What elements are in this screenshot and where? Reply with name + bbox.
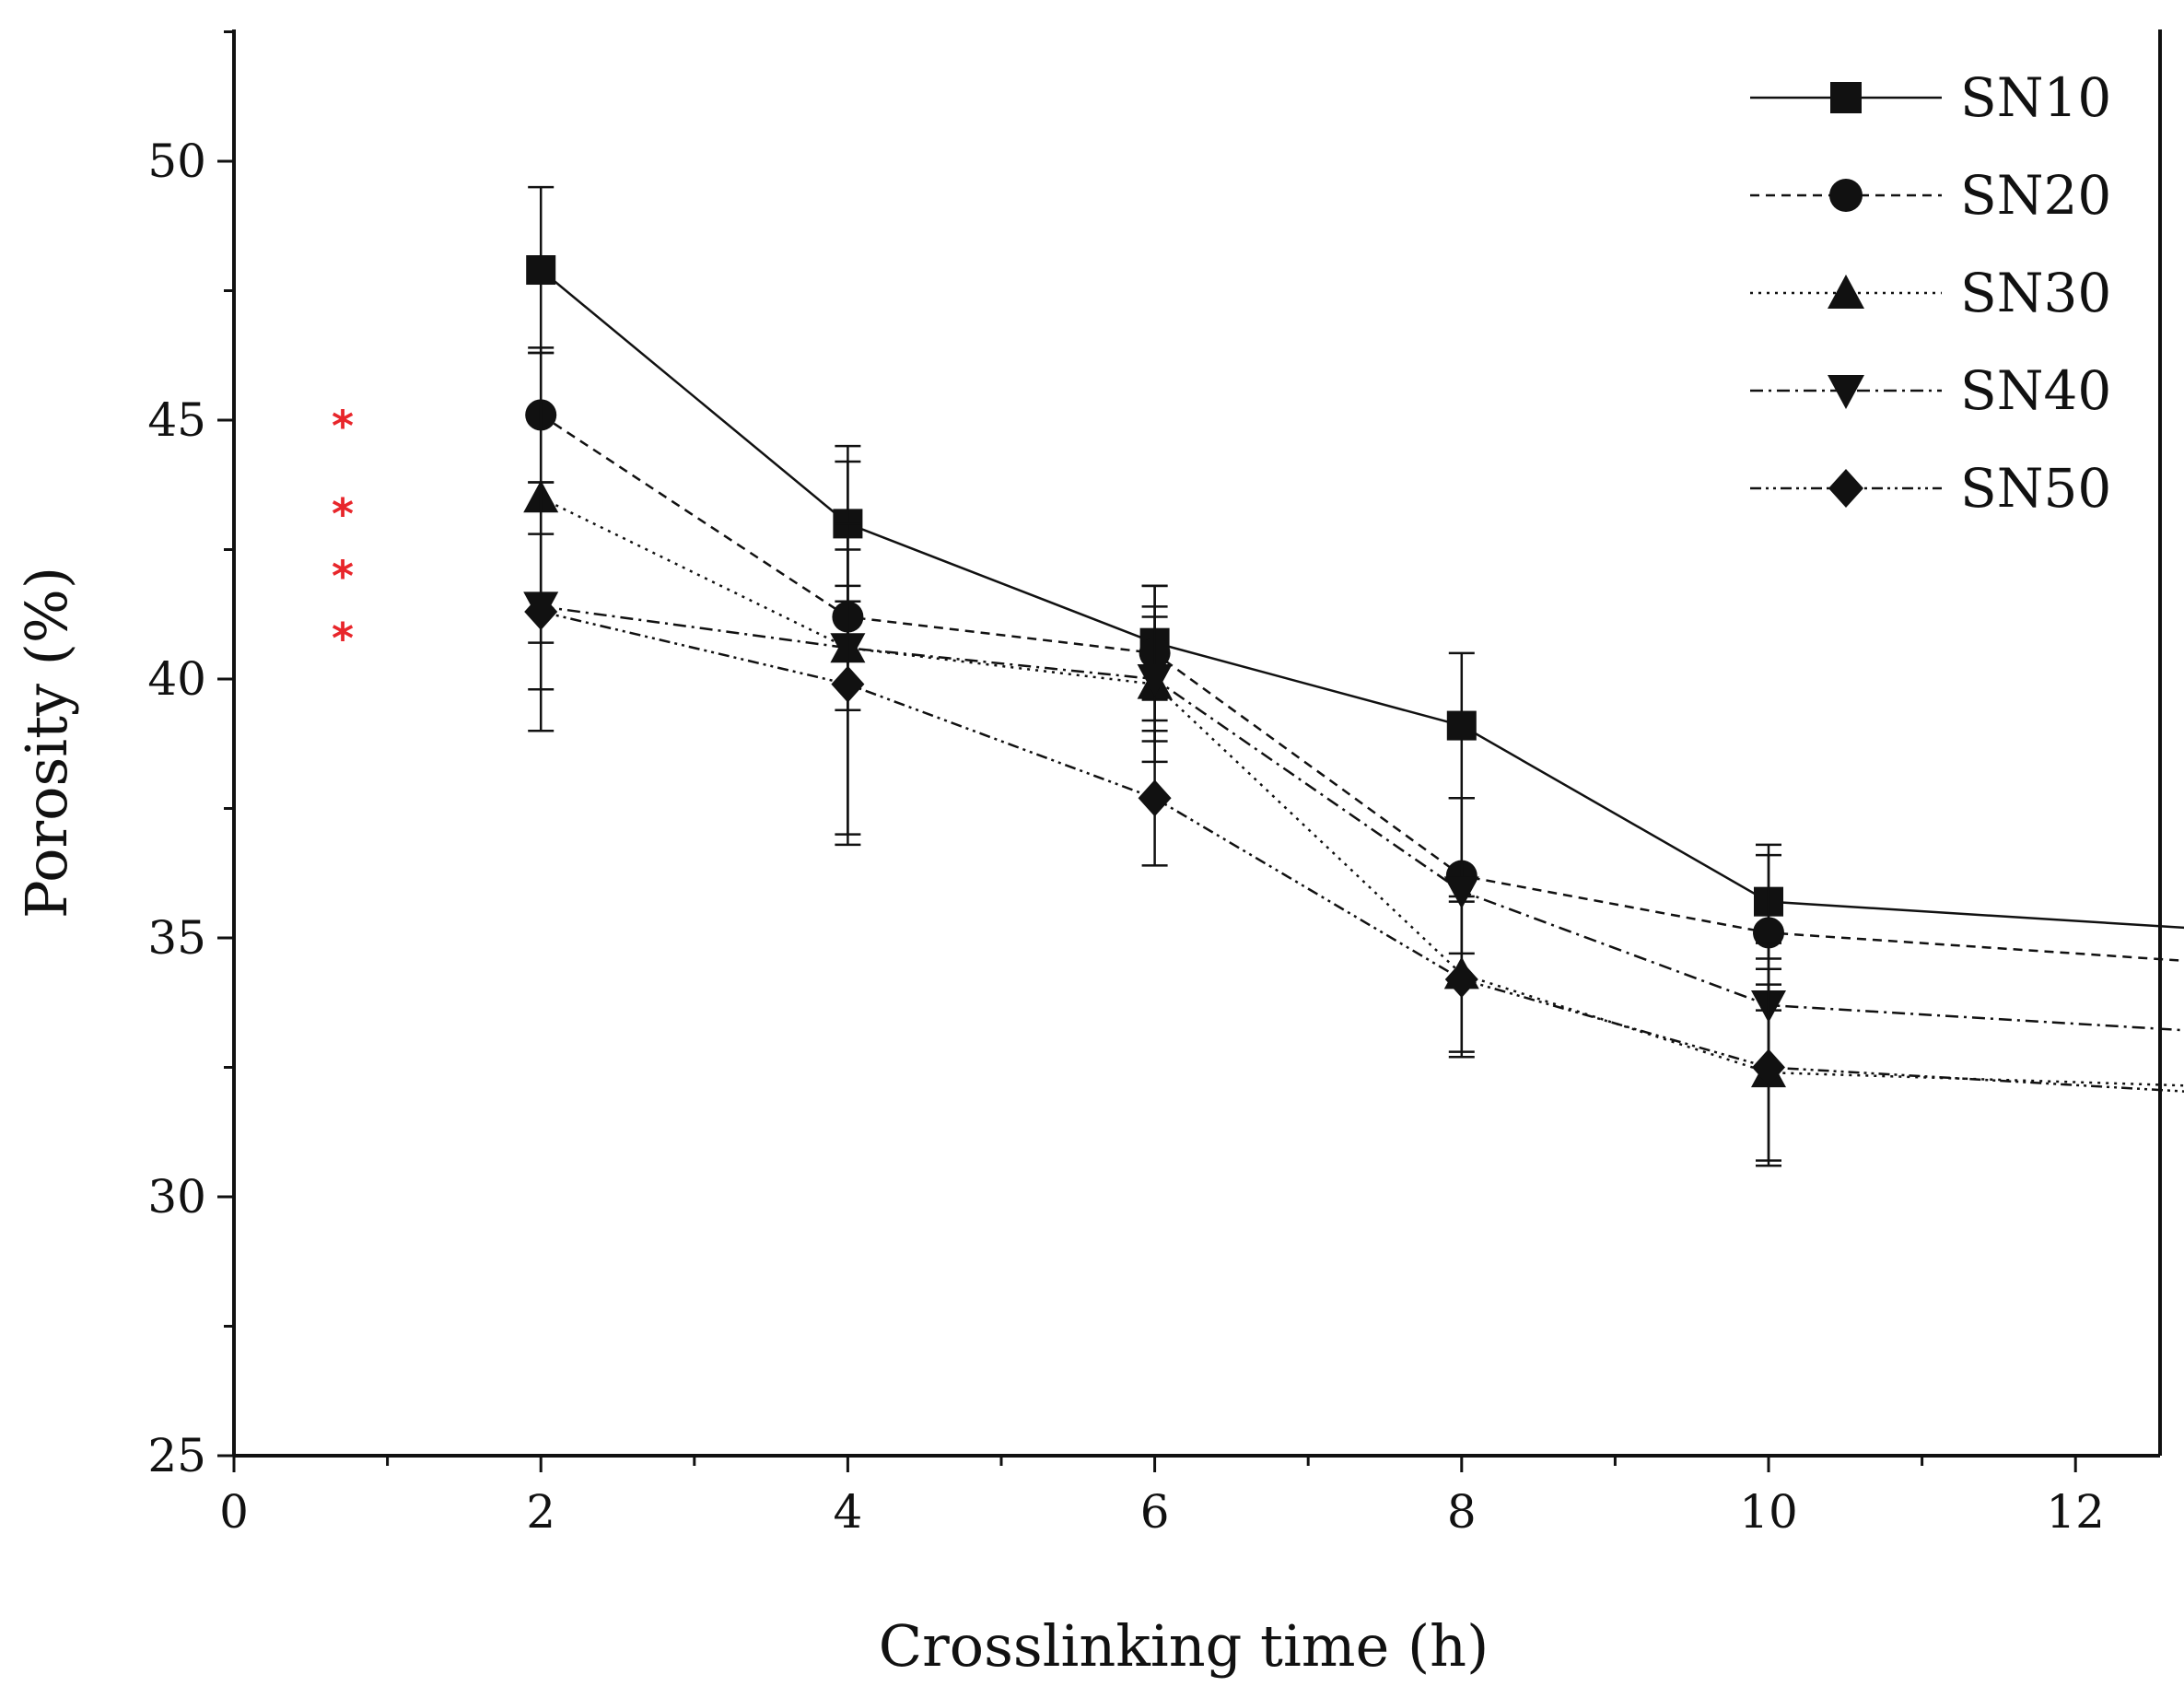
data-point (1753, 917, 1784, 949)
legend-marker (1830, 82, 1862, 113)
data-point (1137, 664, 1173, 697)
y-tick-label: 40 (147, 652, 206, 706)
x-tick-label: 2 (526, 1485, 555, 1539)
legend-label: SN10 (1960, 66, 2111, 129)
legend-marker (1828, 375, 1864, 409)
series-sn10 (526, 185, 2184, 960)
legend-marker (1828, 275, 1864, 309)
significance-asterisk: * (332, 489, 354, 539)
legend-item-sn40: SN40 (1750, 359, 2111, 422)
y-ticks-group: 25 30 35 40 45 50 (147, 30, 234, 1482)
legend-marker (1828, 469, 1863, 508)
series-line (540, 610, 2184, 1093)
legend-item-sn20: SN20 (1750, 164, 2111, 227)
legend-label: SN20 (1960, 164, 2111, 227)
y-tick-label: 30 (147, 1170, 206, 1224)
series-line (540, 497, 2184, 1087)
x-tick-label: 6 (1140, 1485, 1170, 1539)
series-layer (523, 185, 2184, 1167)
data-point (526, 255, 556, 286)
legend-item-sn30: SN30 (1750, 262, 2111, 324)
data-point (1446, 710, 1477, 741)
data-point (831, 665, 865, 703)
x-tick-label: 10 (1739, 1485, 1798, 1539)
legend-label: SN30 (1960, 262, 2111, 324)
x-tick-label: 4 (833, 1485, 862, 1539)
significance-asterisk: * (332, 551, 354, 601)
legend-label: SN40 (1960, 359, 2111, 422)
significance-asterisk: * (332, 614, 354, 663)
x-ticks-group: 024681012141618202224 (219, 1456, 2105, 1539)
series-line (540, 414, 2184, 963)
x-axis-title: Crosslinking time (h) (879, 1612, 1489, 1680)
legend-marker (1829, 179, 1863, 212)
data-point (1444, 960, 1478, 998)
data-point (1443, 876, 1479, 909)
x-tick-label: 8 (1447, 1485, 1477, 1539)
series-line (540, 269, 2184, 930)
x-tick-label: 12 (2046, 1485, 2105, 1539)
y-tick-label: 50 (147, 135, 206, 188)
x-tick-label: 0 (219, 1485, 249, 1539)
legend: SN10 SN20 SN30 SN40 SN50 (1750, 66, 2111, 520)
axes-group (232, 29, 2162, 1458)
data-point (1138, 779, 1172, 817)
legend-item-sn10: SN10 (1750, 66, 2111, 129)
y-tick-label: 35 (147, 911, 206, 965)
legend-label: SN50 (1960, 457, 2111, 520)
series-sn50 (524, 522, 2184, 1167)
y-tick-label: 45 (147, 393, 206, 447)
data-point (1752, 1048, 1785, 1086)
legend-item-sn50: SN50 (1750, 457, 2111, 520)
y-axis-title: Porosity (%) (13, 567, 80, 919)
significance-asterisk: * (332, 401, 354, 451)
series-sn40 (523, 481, 2184, 1069)
series-line (541, 605, 2184, 1032)
series-sn30 (523, 351, 2184, 1162)
significance-markers: * * * * (332, 401, 354, 662)
y-tick-label: 25 (147, 1429, 206, 1482)
data-point (524, 592, 558, 630)
series-sn20 (525, 346, 2184, 1012)
